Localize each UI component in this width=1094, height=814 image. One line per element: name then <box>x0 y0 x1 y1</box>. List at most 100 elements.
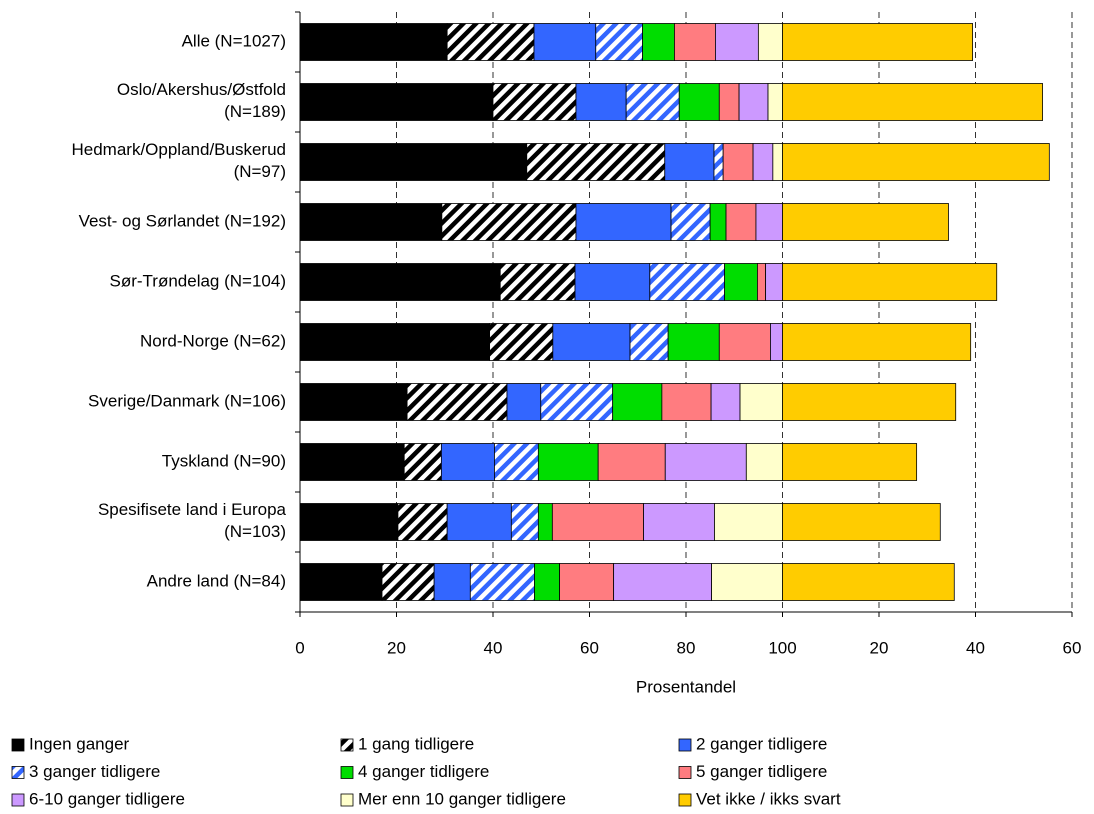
y-tick-label: Spesifisete land i Europa (N=103) <box>98 500 287 541</box>
bar-segment <box>661 383 712 421</box>
legend-swatch <box>340 738 354 752</box>
bar-segment <box>299 323 491 361</box>
legend-swatch <box>678 793 692 807</box>
legend-swatch <box>340 793 354 807</box>
bar-segment <box>540 383 614 421</box>
bar-segment <box>713 143 724 181</box>
bar-segment <box>711 563 783 601</box>
bar-segment <box>433 563 471 601</box>
x-tick-label: 40 <box>484 638 503 657</box>
bar-segment <box>667 323 720 361</box>
legend-swatch <box>11 793 25 807</box>
bar-segment <box>782 203 949 241</box>
bar-segment <box>446 503 512 541</box>
legend-label: 1 gang tidligere <box>358 734 474 753</box>
bar-segment <box>782 443 918 481</box>
bar-segment <box>406 383 508 421</box>
bar-segment <box>772 143 783 181</box>
x-tick-label: 60 <box>580 638 599 657</box>
bar-segment <box>559 563 615 601</box>
bar-segment <box>678 83 720 121</box>
y-tick-label: Hedmark/Oppland/Buskerud (N=97) <box>71 140 286 181</box>
legend-swatch <box>340 766 354 779</box>
bar-segment <box>715 23 759 61</box>
bar-segment <box>739 383 783 421</box>
legend-swatch <box>11 738 25 752</box>
bar-segment <box>612 383 663 421</box>
bar-segment <box>595 23 643 61</box>
bar-segment <box>299 563 383 601</box>
x-tick-label: 0 <box>295 638 304 657</box>
bar-segment <box>613 563 712 601</box>
bar-segment <box>710 383 741 421</box>
x-tick-label: 20 <box>870 638 889 657</box>
bar-segment <box>575 203 672 241</box>
bar-segment <box>629 323 669 361</box>
bar-segment <box>469 563 535 601</box>
bar-segment <box>738 83 769 121</box>
legend-label: Ingen ganger <box>29 734 130 753</box>
legend-swatch <box>11 766 25 779</box>
y-tick-label: Oslo/Akershus/Østfold (N=189) <box>117 80 286 121</box>
bar-segment <box>674 23 716 61</box>
bar-segment <box>722 143 754 181</box>
bar-segment <box>718 83 740 121</box>
bar-segment <box>299 383 408 421</box>
bar-segment <box>649 263 725 301</box>
bar-segment <box>299 443 405 481</box>
x-tick-label: 40 <box>966 638 985 657</box>
bar-segment <box>492 83 577 121</box>
bar-segment <box>499 263 576 301</box>
bar-segment <box>782 323 972 361</box>
bar-segment <box>745 443 783 481</box>
legend-label: 6-10 ganger tidligere <box>29 789 185 808</box>
legend-swatch <box>678 766 692 779</box>
bar-segment <box>397 503 448 541</box>
bar-segment <box>782 23 974 61</box>
bar-segment <box>299 23 448 61</box>
bar-segment <box>575 83 627 121</box>
y-tick-label: Tyskland (N=90) <box>162 451 286 470</box>
bar-segment <box>770 323 783 361</box>
legend-label: 5 ganger tidligere <box>696 762 827 781</box>
bar-segment <box>725 203 757 241</box>
bar-segment <box>782 383 957 421</box>
bar-segment <box>441 203 577 241</box>
y-tick-label: Vest- og Sørlandet (N=192) <box>79 211 286 230</box>
bar-segment <box>299 143 528 181</box>
x-tick-label: 20 <box>387 638 406 657</box>
bar-segment <box>625 83 680 121</box>
bar-segment <box>709 203 727 241</box>
bar-segment <box>782 263 998 301</box>
bar-segment <box>767 83 783 121</box>
y-tick-label: Nord-Norge (N=62) <box>140 331 286 350</box>
bar-segment <box>574 263 651 301</box>
legend-label: 2 ganger tidligere <box>696 734 827 753</box>
bar-segment <box>534 563 560 601</box>
legend-label: 4 ganger tidligere <box>358 762 489 781</box>
bar-segment <box>440 443 495 481</box>
bar-segment <box>403 443 442 481</box>
x-tick-label: 80 <box>677 638 696 657</box>
bar-segment <box>489 323 554 361</box>
y-tick-label: Sør-Trøndelag (N=104) <box>109 271 286 290</box>
bar-segment <box>752 143 774 181</box>
bar-segment <box>510 503 539 541</box>
bar-segment <box>526 143 666 181</box>
bar-segment <box>552 323 631 361</box>
bar-segment <box>664 443 747 481</box>
legend-label: Vet ikke / ikks svart <box>696 789 841 808</box>
bar-segment <box>299 203 443 241</box>
bar-segment <box>724 263 758 301</box>
x-tick-label: 60 <box>1063 638 1082 657</box>
legend-swatch <box>678 738 692 752</box>
bar-segment <box>714 503 783 541</box>
bar-segment <box>782 503 941 541</box>
x-tick-label: 100 <box>768 638 796 657</box>
y-tick-label: Alle (N=1027) <box>182 31 286 50</box>
bar-segment <box>537 503 553 541</box>
bar-segment <box>299 503 399 541</box>
bar-segment <box>782 83 1043 121</box>
legend-label: 3 ganger tidligere <box>29 762 160 781</box>
bar-segment <box>446 23 535 61</box>
